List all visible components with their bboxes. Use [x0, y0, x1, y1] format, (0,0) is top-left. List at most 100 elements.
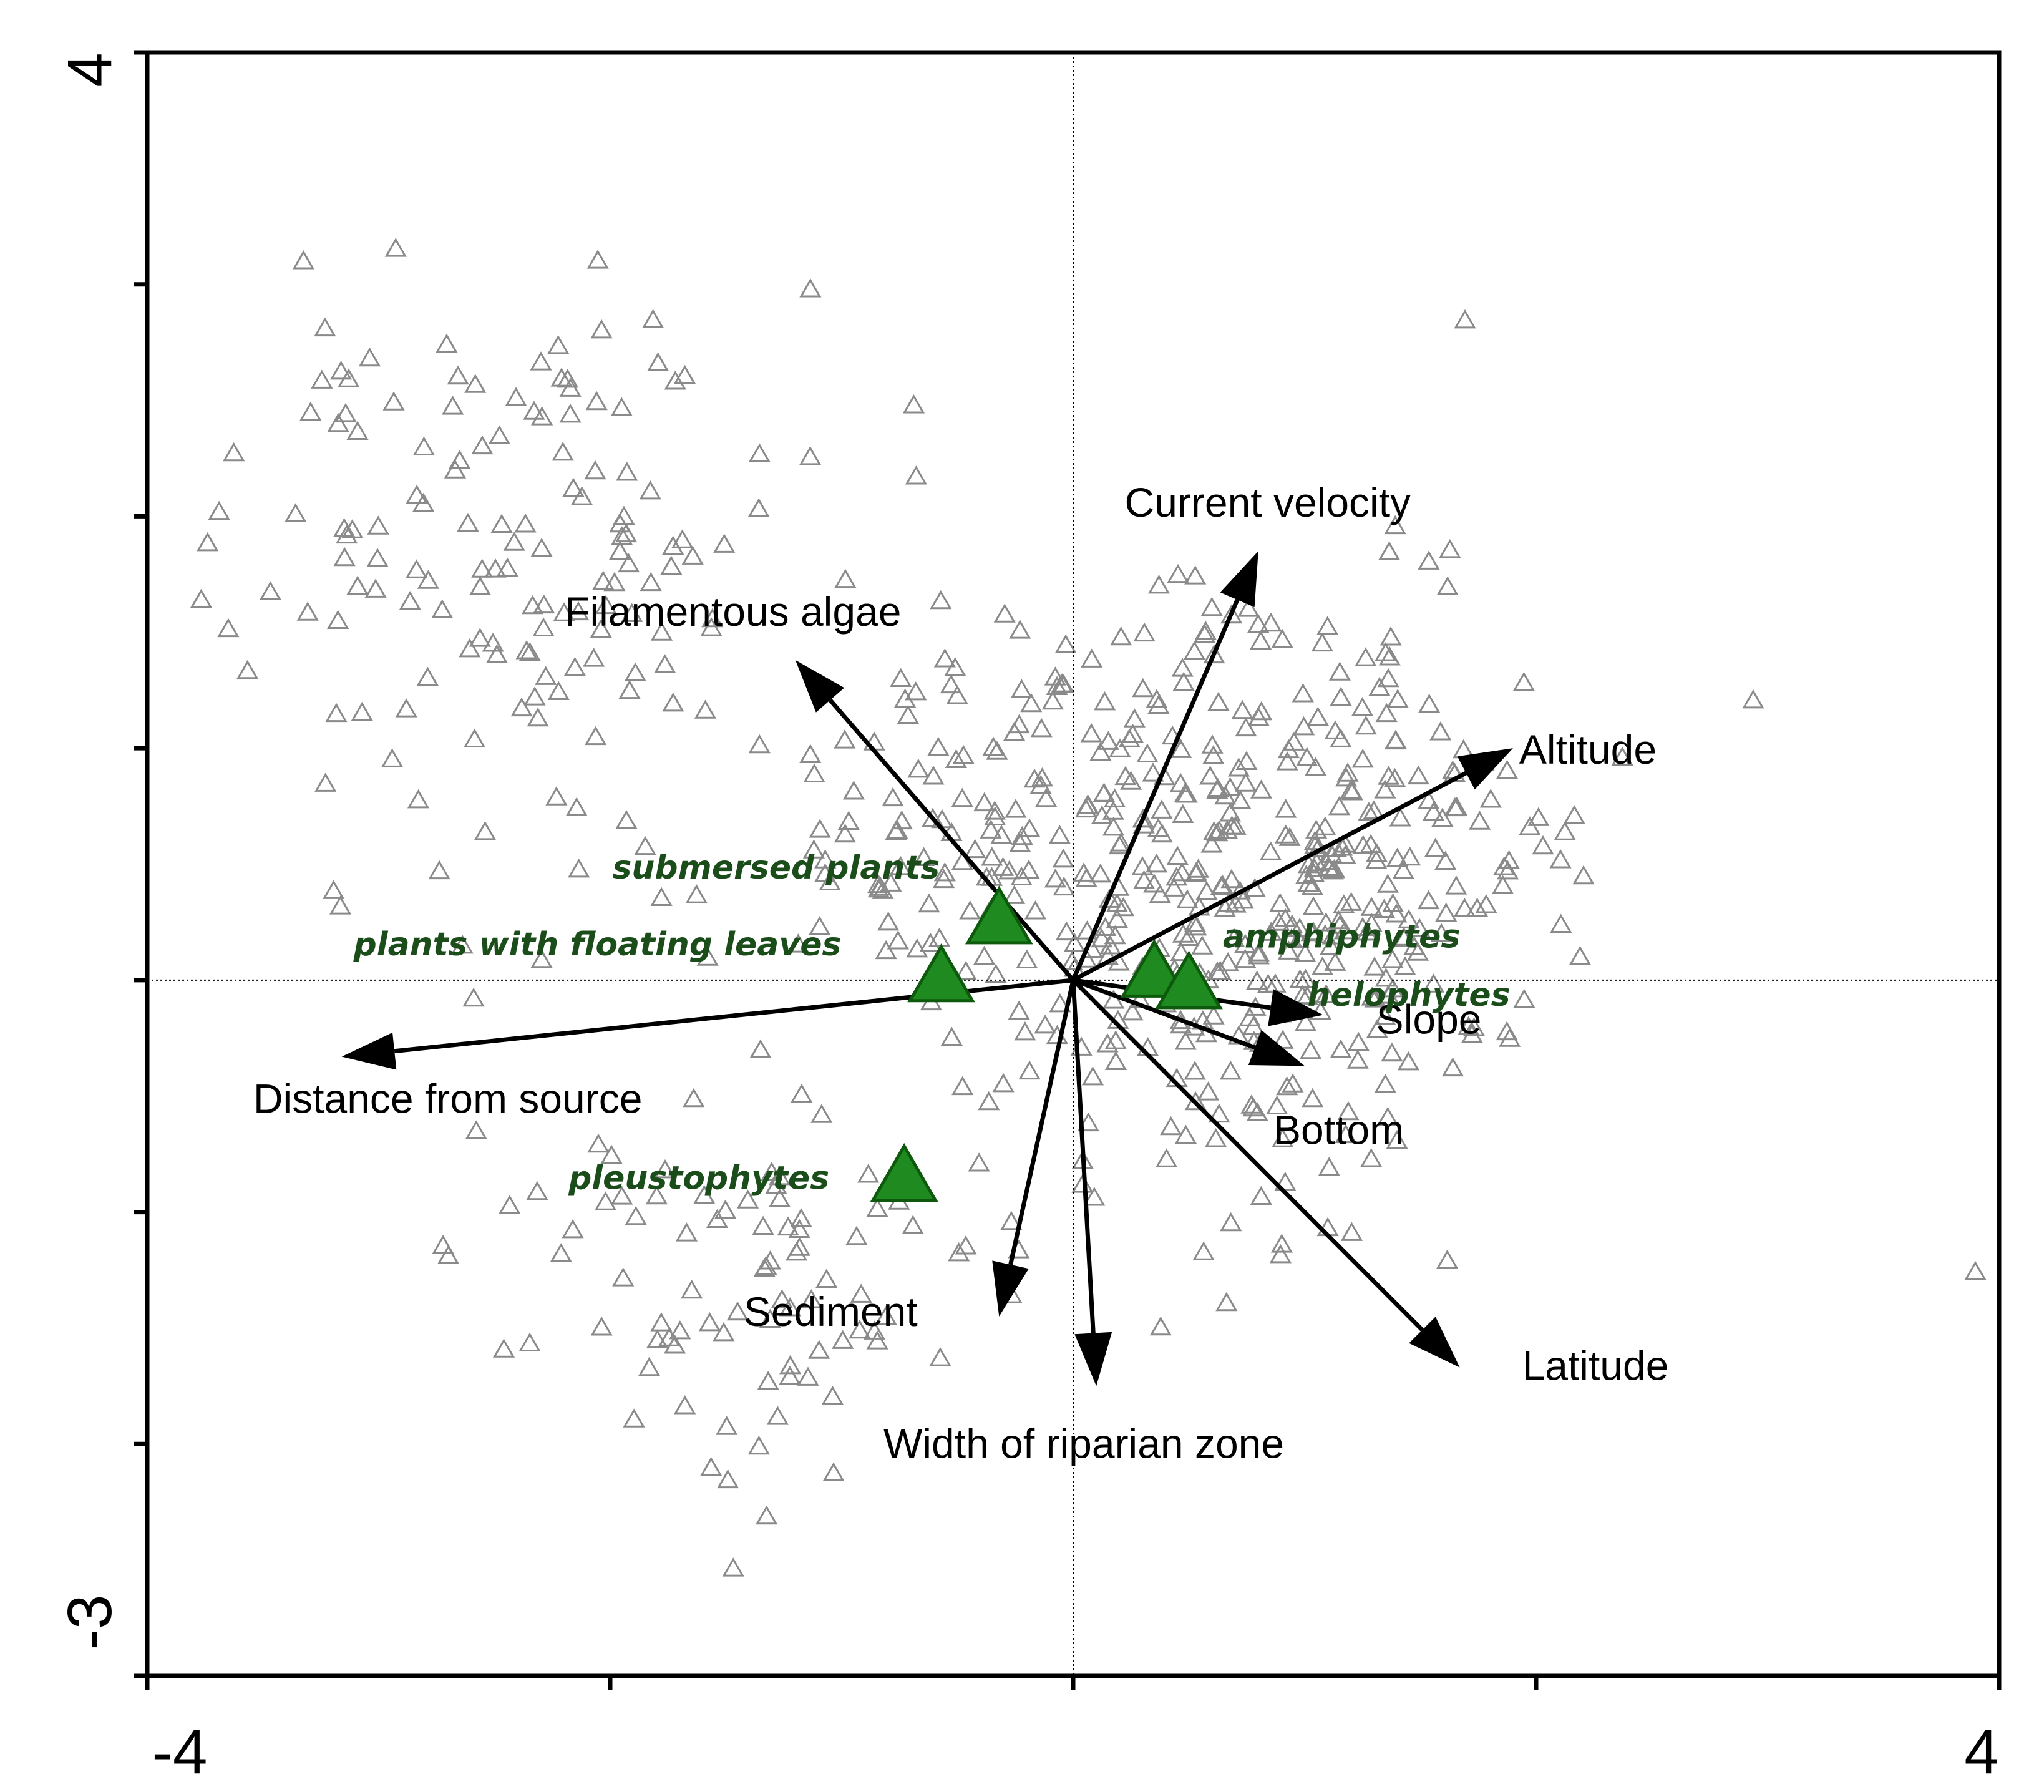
site-point: [1288, 917, 1311, 937]
site-point: [918, 893, 940, 913]
site-point: [1611, 746, 1633, 766]
site-point: [1337, 1101, 1360, 1121]
site-point: [428, 860, 450, 880]
vector-label: Sediment: [744, 1288, 918, 1335]
site-point: [1200, 834, 1223, 853]
site-point: [395, 698, 417, 718]
site-point: [1351, 917, 1374, 937]
site-point: [681, 1279, 703, 1299]
site-point: [984, 806, 1006, 825]
site-point: [1091, 805, 1113, 825]
site-point: [1235, 751, 1258, 771]
site-point: [1250, 1186, 1272, 1205]
site-point: [1964, 1260, 1987, 1280]
site-point: [1462, 1017, 1486, 1036]
site-point: [646, 1329, 669, 1348]
site-point: [367, 515, 389, 535]
site-point: [929, 1347, 951, 1366]
site-point: [799, 446, 822, 465]
site-point: [314, 772, 337, 792]
site-point: [1436, 1249, 1459, 1269]
group-point-label: plants with floating leaves: [353, 926, 842, 963]
site-point: [436, 333, 458, 353]
site-point: [1453, 897, 1476, 917]
site-point: [518, 1332, 541, 1352]
site-point: [1266, 1095, 1288, 1115]
site-point: [1237, 598, 1260, 617]
site-point: [527, 707, 549, 727]
site-point: [1304, 757, 1327, 776]
site-point: [1041, 690, 1064, 710]
site-point: [887, 930, 909, 950]
site-point: [624, 662, 646, 681]
site-point: [583, 648, 605, 667]
site-point: [1184, 912, 1206, 932]
vector-arrowhead: [1248, 1030, 1305, 1066]
site-point: [1183, 640, 1206, 660]
site-point: [1229, 790, 1252, 810]
site-point: [523, 686, 546, 706]
site-point: [381, 748, 404, 767]
site-point: [982, 736, 1005, 756]
site-point: [1439, 538, 1461, 558]
site-point: [993, 603, 1016, 623]
vector-arrowhead: [341, 1032, 397, 1070]
site-point: [1399, 846, 1421, 866]
site-point: [1093, 691, 1116, 711]
site-point: [1089, 741, 1112, 761]
site-point: [716, 1469, 739, 1489]
site-point: [1301, 875, 1323, 895]
site-point: [223, 442, 245, 462]
site-point: [1321, 860, 1345, 880]
site-point: [681, 545, 704, 565]
site-point: [834, 729, 856, 749]
site-point: [1080, 723, 1102, 743]
site-point: [503, 532, 525, 551]
site-point: [621, 603, 643, 622]
site-point: [336, 524, 358, 544]
site-point: [1048, 824, 1071, 844]
site-point: [1207, 777, 1229, 797]
y-tick-label-max: 4: [55, 52, 125, 87]
site-point: [822, 1462, 845, 1481]
site-point: [1202, 1005, 1225, 1025]
site-point: [1199, 766, 1222, 785]
site-point: [662, 535, 684, 555]
site-point: [259, 581, 281, 600]
site-point: [1114, 766, 1137, 786]
site-point: [671, 529, 694, 548]
site-point: [992, 1073, 1015, 1093]
site-point: [1469, 811, 1491, 830]
site-point: [1077, 794, 1099, 814]
site-point: [857, 1164, 880, 1183]
site-point: [499, 1195, 521, 1214]
site-point: [1207, 691, 1230, 711]
site-point: [1250, 630, 1272, 650]
site-point: [946, 685, 968, 704]
site-point: [1035, 787, 1058, 807]
site-point: [1143, 873, 1166, 893]
site-point: [1008, 1000, 1030, 1020]
site-point: [285, 503, 307, 522]
site-point: [611, 526, 633, 545]
vector-label: Slope: [1376, 996, 1482, 1043]
site-point: [1029, 774, 1052, 794]
site-point: [1392, 860, 1414, 879]
site-point: [747, 1435, 770, 1455]
site-point: [919, 932, 942, 952]
site-point: [693, 1184, 716, 1204]
site-point: [808, 1340, 830, 1359]
vector-line: [1071, 598, 1240, 981]
site-point: [1205, 1127, 1227, 1147]
site-point: [1009, 620, 1031, 639]
site-point: [662, 692, 684, 712]
site-point: [523, 401, 545, 420]
site-point: [1519, 816, 1541, 835]
site-point: [1283, 731, 1305, 751]
site-point: [346, 575, 369, 595]
site-point: [940, 1026, 963, 1046]
site-point: [1563, 805, 1585, 824]
site-point: [990, 824, 1013, 844]
site-point: [197, 532, 219, 552]
site-point: [790, 1208, 812, 1227]
